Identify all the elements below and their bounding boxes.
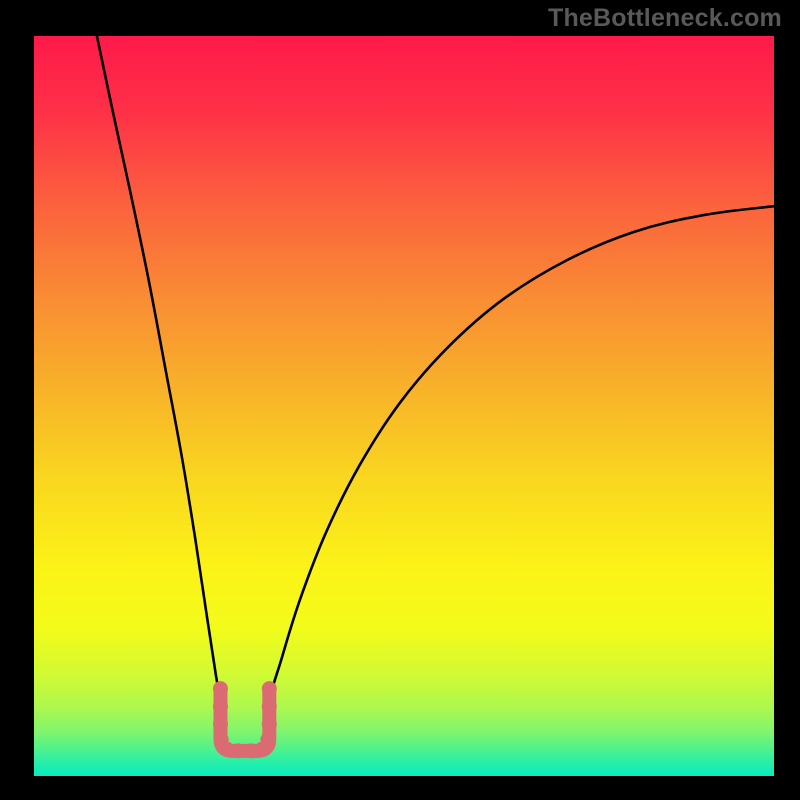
valley-dot	[260, 732, 275, 747]
chart-frame: TheBottleneck.com	[0, 0, 800, 800]
valley-dot	[213, 717, 228, 732]
valley-dot	[213, 681, 228, 696]
bottleneck-curve-chart	[34, 36, 774, 776]
valley-dot	[262, 699, 277, 714]
gradient-background	[34, 36, 774, 776]
watermark-text: TheBottleneck.com	[548, 4, 782, 33]
valley-dot	[213, 699, 228, 714]
valley-dot	[262, 681, 277, 696]
valley-dot	[262, 717, 277, 732]
